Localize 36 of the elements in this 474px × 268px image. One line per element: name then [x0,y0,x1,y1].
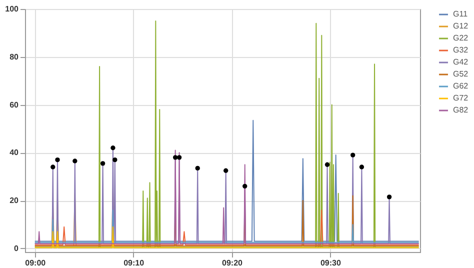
point [100,161,106,166]
legend-label: G11 [453,10,468,18]
legend-label: G12 [453,22,469,30]
point [324,162,330,167]
point [55,157,60,162]
y-tick-label: 60 [10,100,20,110]
line-series [34,20,420,248]
point [172,155,178,160]
legend-label: G72 [453,94,469,102]
y-tick-label: 0 [14,244,20,253]
point [112,157,118,162]
y-tick-label: 40 [10,148,20,158]
y-tick-label: 80 [10,52,20,62]
x-tick-label: 09:20 [222,258,244,268]
legend-label: G22 [453,34,469,42]
point [386,194,392,200]
point [72,158,78,164]
legend-label: G52 [453,70,469,78]
y-tick-label: 100 [5,4,20,14]
point [110,146,116,150]
x-tick-label: 09:10 [124,258,145,268]
y-tick-label: 20 [10,196,20,206]
legend-label: G62 [453,82,469,90]
x-tick-label: 09:30 [320,258,342,268]
point [50,164,56,170]
point [350,152,356,158]
point [176,155,182,160]
point [359,164,364,170]
point [195,166,200,171]
legend-label: G42 [453,58,469,66]
point [223,168,228,173]
legend-label: G82 [453,106,469,114]
x-tick-label: 09:00 [25,258,46,268]
legend-label: G32 [453,46,469,54]
point [242,184,248,189]
line-series [34,120,420,242]
